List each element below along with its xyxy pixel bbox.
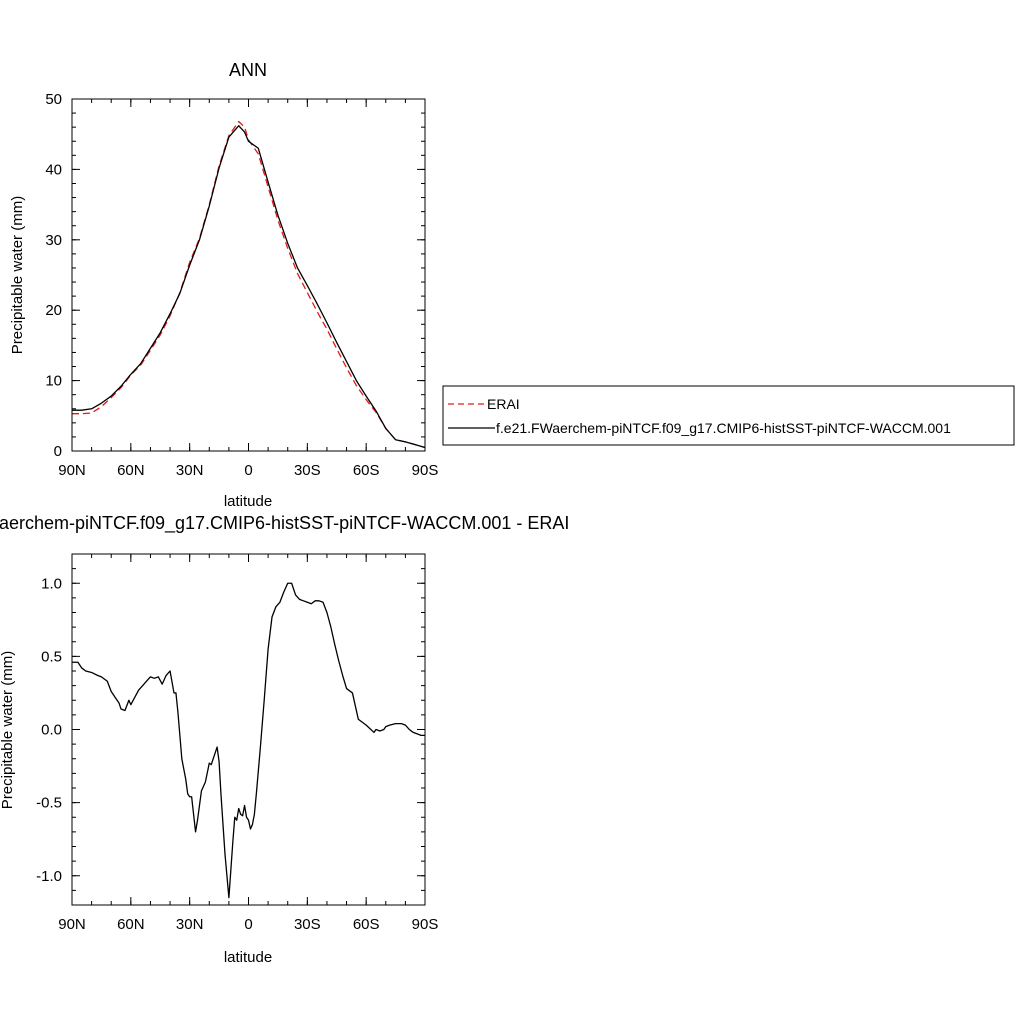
top-x-tick-label: 30S <box>294 462 321 479</box>
bottom-x-tick-label: 60S <box>353 916 380 933</box>
top-y-tick-label: 50 <box>45 91 62 108</box>
bottom-y-tick-label: 1.0 <box>41 575 62 592</box>
bottom-y-tick-label: -0.5 <box>36 795 62 812</box>
top-x-tick-label: 60N <box>117 462 145 479</box>
top-x-tick-label: 90N <box>58 462 86 479</box>
bottom-y-axis-label: Precipitable water (mm) <box>0 651 16 809</box>
top-x-tick-label: 90S <box>412 462 439 479</box>
bottom-y-tick-label: -1.0 <box>36 868 62 885</box>
top-y-tick-label: 20 <box>45 302 62 319</box>
top-y-tick-label: 30 <box>45 232 62 249</box>
top-x-tick-label: 60S <box>353 462 380 479</box>
top-y-axis-label: Precipitable water (mm) <box>9 196 26 354</box>
top-x-tick-label: 0 <box>244 462 252 479</box>
top-ticks <box>71 98 426 452</box>
bottom-x-tick-label: 0 <box>244 916 252 933</box>
legend-box <box>442 385 1015 446</box>
bottom-panel: f.e21.FWaerchem-piNTCF.f09_g17.CMIP6-his… <box>0 513 569 966</box>
legend-label-erai: ERAI <box>487 396 520 412</box>
top-chart-title: ANN <box>229 60 267 80</box>
bottom-y-tick-label: 0.5 <box>41 648 62 665</box>
top-series-group <box>72 120 426 449</box>
bottom-ticks <box>71 553 426 906</box>
bottom-chart-title: f.e21.FWaerchem-piNTCF.f09_g17.CMIP6-his… <box>0 513 569 534</box>
top-y-tick-label: 40 <box>45 161 62 178</box>
bottom-x-tick-label: 90S <box>412 916 439 933</box>
bottom-series-line-difference <box>72 582 425 899</box>
top-tick-labels: 90N 60N 30N 0 30S 60S 90S 0 10 20 30 40 50 <box>45 91 438 479</box>
top-y-tick-label: 10 <box>45 373 62 390</box>
legend-label-model: f.e21.FWaerchem-piNTCF.f09_g17.CMIP6-his… <box>496 420 951 436</box>
bottom-y-tick-label: 0.0 <box>41 722 62 739</box>
bottom-x-tick-label: 30S <box>294 916 321 933</box>
top-series-line-model <box>72 125 426 449</box>
bottom-series-group <box>72 582 425 899</box>
bottom-x-axis-label: latitude <box>224 949 272 966</box>
top-y-tick-label: 0 <box>54 443 62 460</box>
bottom-tick-labels: 90N 60N 30N 0 30S 60S 90S 1.0 0.5 0.0 -0.5 -1.0 <box>36 575 438 933</box>
top-plot-frame <box>71 98 426 452</box>
top-x-tick-label: 30N <box>176 462 204 479</box>
bottom-x-tick-label: 90N <box>58 916 86 933</box>
bottom-x-tick-label: 30N <box>176 916 204 933</box>
legend: ERAI f.e21.FWaerchem-piNTCF.f09_g17.CMIP… <box>442 385 1015 446</box>
top-panel: ANN 90N 60N 30N 0 30S 60S 90S 0 10 20 30 40 50 latit… <box>9 60 438 510</box>
bottom-x-tick-label: 60N <box>117 916 145 933</box>
bottom-plot-frame <box>71 553 426 906</box>
top-x-axis-label: latitude <box>224 493 272 510</box>
top-series-line-erai <box>72 120 426 449</box>
